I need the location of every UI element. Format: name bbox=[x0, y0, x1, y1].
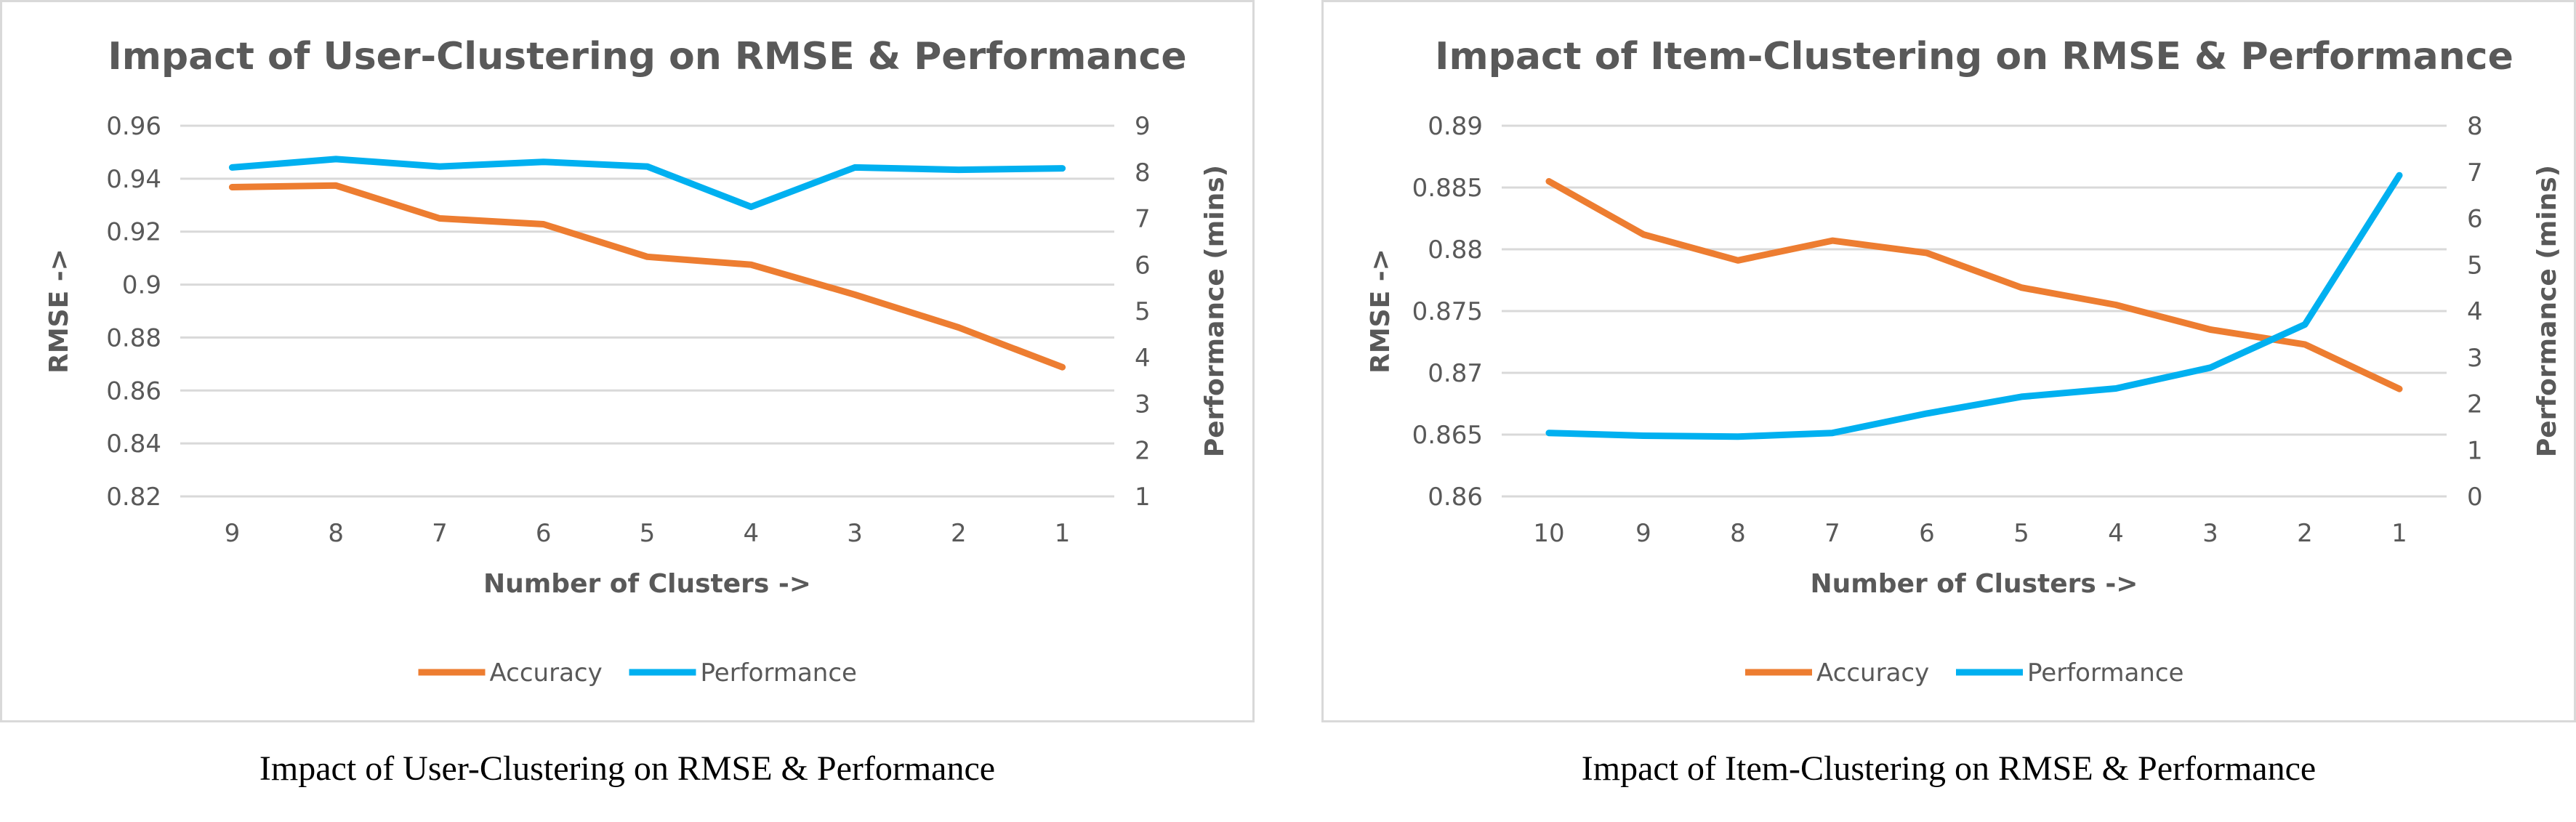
y2-tick-label: 9 bbox=[1135, 112, 1151, 141]
y-tick-label: 0.875 bbox=[1412, 297, 1483, 326]
x-tick-label: 8 bbox=[328, 519, 344, 548]
x-tick-label: 4 bbox=[743, 519, 759, 548]
y-tick-label: 0.88 bbox=[1428, 235, 1483, 265]
x-tick-label: 8 bbox=[1730, 519, 1746, 548]
y2-tick-label: 7 bbox=[1135, 205, 1151, 234]
chart-item-clustering: Impact of Item-Clustering on RMSE & Perf… bbox=[1366, 35, 2562, 688]
x-tick-label: 1 bbox=[2391, 519, 2407, 548]
y2-tick-label: 7 bbox=[2467, 158, 2483, 188]
series-line-performance bbox=[1545, 172, 2403, 440]
y-tick-label: 0.84 bbox=[106, 430, 161, 459]
y-tick-label: 0.87 bbox=[1428, 359, 1483, 388]
figure-caption-user-clustering: Impact of User-Clustering on RMSE & Perf… bbox=[259, 749, 996, 788]
y2-tick-label: 6 bbox=[2467, 205, 2483, 234]
y-tick-label: 0.96 bbox=[106, 112, 161, 141]
y2-tick-label: 5 bbox=[2467, 251, 2483, 280]
x-tick-label: 9 bbox=[1635, 519, 1651, 548]
y-tick-label: 0.865 bbox=[1412, 421, 1483, 450]
y2-tick-label: 1 bbox=[1135, 483, 1151, 512]
x-axis-title: Number of Clusters -> bbox=[483, 569, 811, 599]
y2-axis-title: Performance (mins) bbox=[2532, 165, 2562, 457]
chart-panel-item-clustering: Impact of Item-Clustering on RMSE & Perf… bbox=[1321, 0, 2576, 722]
x-tick-label: 10 bbox=[1533, 519, 1564, 548]
y-tick-label: 0.88 bbox=[106, 323, 161, 352]
series-line-accuracy bbox=[1545, 178, 2403, 392]
y-tick-label: 0.86 bbox=[1428, 483, 1483, 512]
y-tick-label: 0.89 bbox=[1428, 112, 1483, 141]
legend-label-performance: Performance bbox=[2027, 658, 2183, 688]
y2-tick-label: 4 bbox=[2467, 297, 2483, 326]
y2-tick-label: 6 bbox=[1135, 251, 1151, 280]
chart-title: Impact of Item-Clustering on RMSE & Perf… bbox=[1435, 35, 2513, 78]
x-tick-label: 7 bbox=[432, 519, 448, 548]
chart-user-clustering: Impact of User-Clustering on RMSE & Perf… bbox=[44, 35, 1230, 688]
x-tick-label: 1 bbox=[1055, 519, 1071, 548]
y2-tick-label: 1 bbox=[2467, 436, 2483, 465]
legend-label-accuracy: Accuracy bbox=[490, 658, 603, 688]
x-tick-label: 4 bbox=[2108, 519, 2124, 548]
y-tick-label: 0.885 bbox=[1412, 174, 1483, 203]
y2-tick-label: 2 bbox=[1135, 436, 1151, 465]
y2-tick-label: 8 bbox=[1135, 158, 1151, 188]
y-tick-label: 0.9 bbox=[122, 271, 161, 300]
y-tick-label: 0.86 bbox=[106, 376, 161, 406]
y2-tick-label: 5 bbox=[1135, 297, 1151, 326]
y2-axis-title: Performance (mins) bbox=[1200, 165, 1230, 457]
x-tick-label: 6 bbox=[1919, 519, 1935, 548]
series-line-performance bbox=[228, 156, 1066, 211]
y-tick-label: 0.92 bbox=[106, 218, 161, 247]
y-tick-label: 0.94 bbox=[106, 165, 161, 194]
y-tick-label: 0.82 bbox=[106, 483, 161, 512]
x-tick-label: 3 bbox=[2202, 519, 2218, 548]
figure-caption-item-clustering: Impact of Item-Clustering on RMSE & Perf… bbox=[1581, 749, 2317, 788]
legend-label-performance: Performance bbox=[701, 658, 857, 688]
y2-tick-label: 8 bbox=[2467, 112, 2483, 141]
legend-label-accuracy: Accuracy bbox=[1816, 658, 1929, 688]
y-axis-title: RMSE -> bbox=[1366, 249, 1396, 374]
y2-tick-label: 2 bbox=[2467, 390, 2483, 419]
x-tick-label: 5 bbox=[2013, 519, 2029, 548]
y2-tick-label: 3 bbox=[2467, 344, 2483, 373]
x-tick-label: 6 bbox=[536, 519, 552, 548]
x-tick-label: 7 bbox=[1824, 519, 1840, 548]
y2-tick-label: 3 bbox=[1135, 390, 1151, 419]
chart-panel-user-clustering: Impact of User-Clustering on RMSE & Perf… bbox=[0, 0, 1255, 722]
x-tick-label: 3 bbox=[847, 519, 863, 548]
x-tick-label: 9 bbox=[225, 519, 241, 548]
y2-tick-label: 4 bbox=[1135, 344, 1151, 373]
series-line-accuracy bbox=[228, 182, 1066, 371]
x-tick-label: 2 bbox=[2297, 519, 2313, 548]
x-tick-label: 2 bbox=[951, 519, 967, 548]
x-axis-title: Number of Clusters -> bbox=[1811, 569, 2138, 599]
x-tick-label: 5 bbox=[640, 519, 656, 548]
y2-tick-label: 0 bbox=[2467, 483, 2483, 512]
chart-title: Impact of User-Clustering on RMSE & Perf… bbox=[108, 35, 1186, 78]
y-axis-title: RMSE -> bbox=[44, 249, 74, 374]
